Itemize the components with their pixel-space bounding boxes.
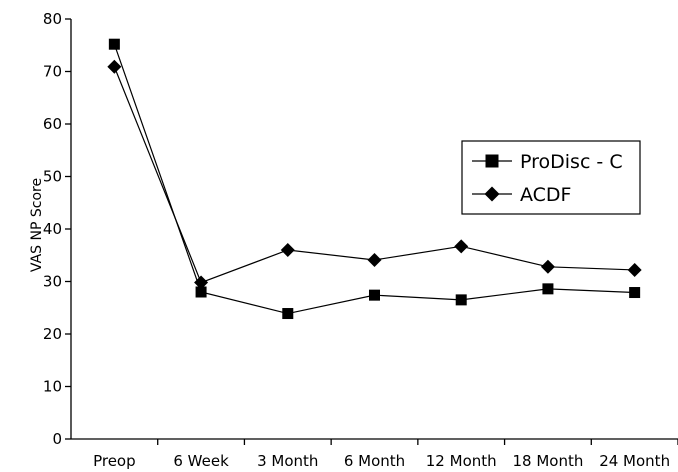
- series-square: [108, 38, 641, 320]
- x-tick-label: Preop: [93, 452, 136, 470]
- legend-marker: [485, 154, 499, 168]
- data-point: [627, 262, 642, 277]
- x-tick-label: 6 Week: [173, 452, 229, 470]
- x-tick-label: 12 Month: [426, 452, 497, 470]
- series-layer: [107, 38, 642, 320]
- legend: ProDisc - C ACDF: [461, 140, 641, 215]
- y-tick-label: 40: [43, 220, 62, 238]
- y-tick-label: 60: [43, 115, 62, 133]
- legend-box: [461, 140, 641, 215]
- data-point: [542, 283, 554, 295]
- data-point: [540, 259, 555, 274]
- data-point: [629, 287, 641, 299]
- legend-marker: [484, 186, 500, 202]
- y-tick-label: 10: [43, 378, 62, 396]
- y-tick-label: 20: [43, 325, 62, 343]
- data-point: [195, 286, 207, 298]
- x-tick-label: 6 Month: [344, 452, 405, 470]
- y-tick-label: 80: [43, 10, 62, 28]
- data-point: [367, 252, 382, 267]
- data-point: [455, 294, 467, 306]
- data-point: [282, 308, 294, 320]
- y-tick-label: 0: [52, 430, 62, 448]
- legend-label: ProDisc - C: [520, 151, 623, 173]
- data-point: [280, 243, 295, 257]
- axes: 0 10 20 30 40 50 60 70 80 Preop 6 Week 3 Month 6 Mon…: [43, 10, 678, 470]
- data-point: [108, 38, 120, 50]
- y-tick-label: 70: [43, 63, 62, 81]
- y-tick-label: 50: [43, 168, 62, 186]
- x-tick-label: 24 Month: [599, 452, 670, 470]
- x-tick-label: 18 Month: [512, 452, 583, 470]
- x-tick-label: 3 Month: [257, 452, 318, 470]
- data-point: [194, 275, 209, 290]
- y-axis-title: VAS NP Score: [29, 178, 45, 272]
- data-point: [454, 239, 469, 254]
- data-point: [369, 289, 380, 301]
- series-diamond: [107, 59, 642, 290]
- y-tick-label: 30: [43, 273, 62, 291]
- legend-label: ACDF: [520, 184, 572, 206]
- data-point: [107, 59, 122, 74]
